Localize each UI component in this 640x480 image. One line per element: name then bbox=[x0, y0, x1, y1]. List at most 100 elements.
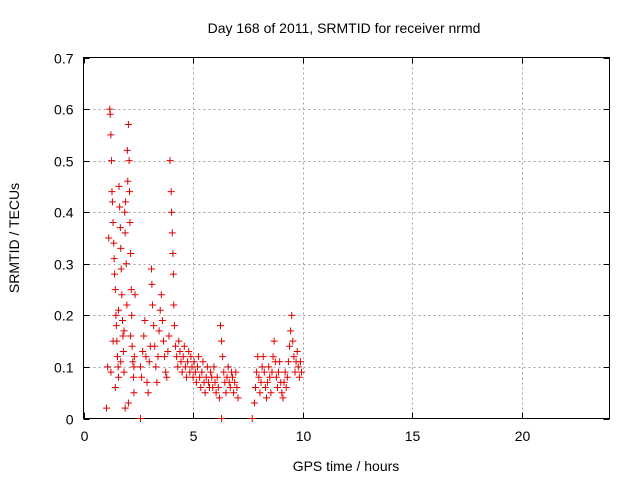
data-point bbox=[210, 363, 218, 371]
data-point bbox=[167, 188, 175, 196]
data-point bbox=[195, 353, 203, 361]
data-point bbox=[267, 389, 275, 397]
data-point bbox=[269, 353, 277, 361]
data-point bbox=[127, 286, 135, 294]
data-point bbox=[114, 363, 122, 371]
data-point bbox=[157, 291, 165, 299]
data-point bbox=[111, 286, 119, 294]
data-point bbox=[104, 363, 112, 371]
data-point bbox=[256, 389, 264, 397]
data-point bbox=[164, 347, 172, 355]
data-point bbox=[197, 384, 205, 392]
data-point bbox=[124, 121, 132, 129]
x-axis-label: GPS time / hours bbox=[293, 458, 400, 474]
data-point bbox=[130, 389, 138, 397]
data-point bbox=[177, 358, 185, 366]
data-point bbox=[289, 337, 297, 345]
data-point bbox=[214, 384, 222, 392]
data-point bbox=[189, 373, 197, 381]
data-point bbox=[128, 311, 136, 319]
x-tick-label: 0 bbox=[81, 428, 89, 444]
data-point bbox=[281, 368, 289, 376]
data-point bbox=[179, 353, 187, 361]
data-point bbox=[155, 327, 163, 335]
data-point bbox=[258, 363, 266, 371]
axis-ticks: 0 5 10 15 20 0 0.1 0.2 0.3 0.4 0.5 0.6 0.7 bbox=[54, 51, 610, 444]
data-point bbox=[218, 337, 226, 345]
data-point bbox=[107, 131, 115, 139]
data-point bbox=[149, 301, 157, 309]
data-point bbox=[295, 373, 303, 381]
data-point bbox=[115, 373, 123, 381]
data-point bbox=[106, 110, 114, 118]
data-point bbox=[143, 378, 151, 386]
data-point bbox=[287, 327, 295, 335]
data-point bbox=[129, 358, 137, 366]
data-point bbox=[172, 342, 180, 350]
data-point bbox=[120, 327, 128, 335]
grid bbox=[83, 57, 610, 419]
y-tick-label: 0.4 bbox=[54, 205, 74, 221]
data-point bbox=[280, 378, 288, 386]
data-point bbox=[147, 265, 155, 273]
data-point bbox=[260, 368, 268, 376]
data-point bbox=[117, 358, 125, 366]
data-point bbox=[122, 260, 130, 268]
data-point bbox=[183, 373, 191, 381]
data-point bbox=[212, 389, 220, 397]
chart-title: Day 168 of 2011, SRMTID for receiver nrm… bbox=[208, 20, 481, 36]
data-point bbox=[201, 389, 209, 397]
data-point bbox=[158, 317, 166, 325]
data-point bbox=[190, 358, 198, 366]
data-point bbox=[110, 239, 118, 247]
data-point bbox=[193, 363, 201, 371]
data-point bbox=[215, 394, 223, 402]
data-point bbox=[169, 270, 177, 278]
data-point bbox=[142, 353, 150, 361]
data-point bbox=[230, 389, 238, 397]
data-point bbox=[117, 244, 125, 252]
data-point bbox=[178, 368, 186, 376]
data-point bbox=[211, 378, 219, 386]
data-point bbox=[168, 208, 176, 216]
data-point bbox=[136, 415, 144, 422]
data-point bbox=[284, 358, 292, 366]
data-point bbox=[125, 157, 133, 165]
data-point bbox=[184, 358, 192, 366]
data-point bbox=[156, 306, 164, 314]
data-point bbox=[108, 188, 116, 196]
data-point bbox=[105, 234, 113, 242]
data-point bbox=[191, 368, 199, 376]
data-point bbox=[150, 322, 158, 330]
data-point bbox=[139, 347, 147, 355]
data-point bbox=[154, 353, 162, 361]
data-point bbox=[162, 368, 170, 376]
data-point bbox=[127, 249, 135, 257]
data-point bbox=[203, 363, 211, 371]
data-point bbox=[192, 378, 200, 386]
data-point bbox=[261, 384, 269, 392]
data-point bbox=[199, 358, 207, 366]
data-point bbox=[115, 306, 123, 314]
data-point bbox=[119, 332, 127, 340]
data-point bbox=[145, 358, 153, 366]
y-axis-label: SRMTID / TECUs bbox=[6, 183, 22, 293]
data-point bbox=[165, 332, 173, 340]
data-point bbox=[128, 342, 136, 350]
data-point bbox=[198, 368, 206, 376]
data-point bbox=[294, 363, 302, 371]
data-point bbox=[276, 358, 284, 366]
data-point bbox=[123, 146, 131, 154]
data-point bbox=[282, 384, 290, 392]
data-point bbox=[229, 373, 237, 381]
data-point bbox=[127, 332, 135, 340]
data-point bbox=[103, 404, 111, 412]
data-point bbox=[222, 389, 230, 397]
data-point bbox=[168, 229, 176, 237]
data-point bbox=[121, 229, 129, 237]
y-tick-label: 0.5 bbox=[54, 154, 74, 170]
data-point bbox=[204, 378, 212, 386]
data-point bbox=[226, 384, 234, 392]
data-point bbox=[298, 368, 306, 376]
data-point bbox=[252, 384, 260, 392]
